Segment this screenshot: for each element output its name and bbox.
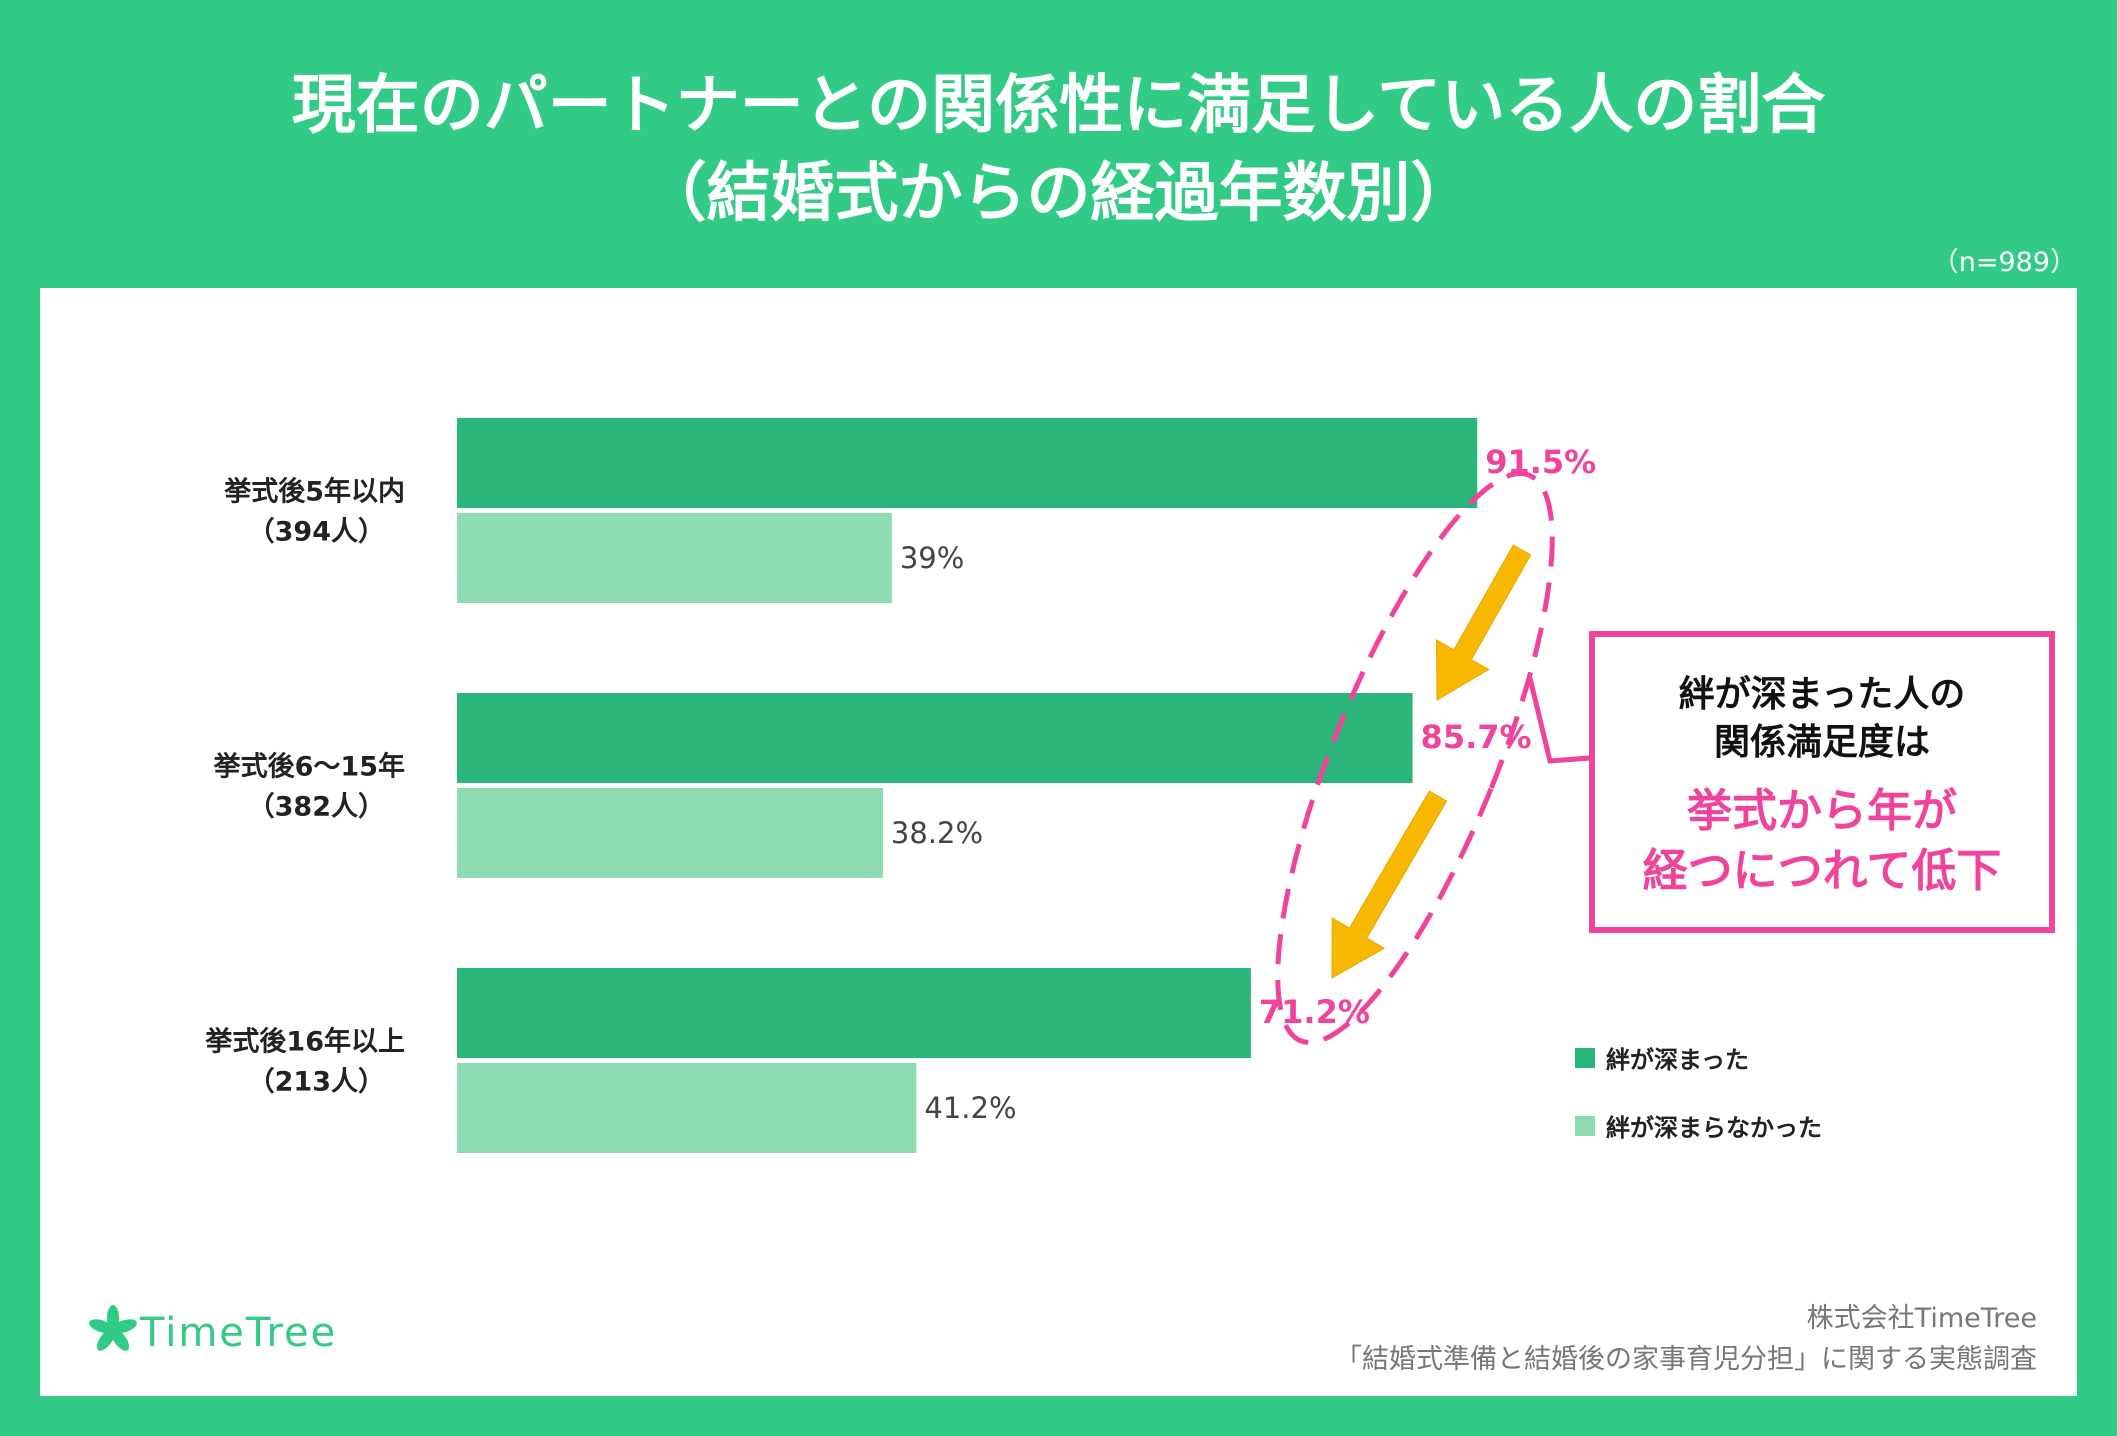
company-name: 株式会社TimeTree xyxy=(1807,1303,2037,1334)
trend-arrow-icon xyxy=(1331,790,1448,979)
data-label: 39% xyxy=(900,541,964,575)
category-count: （382人） xyxy=(248,792,385,823)
bar-not-deepened xyxy=(457,1063,917,1153)
logo-text: TimeTree xyxy=(139,1310,337,1356)
category-count: （394人） xyxy=(248,517,385,548)
callout-box xyxy=(1589,631,2055,933)
chart-title-line1: 現在のパートナーとの関係性に満足している人の割合 xyxy=(291,69,1826,143)
bar-deepened xyxy=(457,693,1413,783)
data-label: 41.2% xyxy=(924,1091,1016,1125)
chart-title: 現在のパートナーとの関係性に満足している人の割合 （結婚式からの経過年数別） xyxy=(0,62,2117,238)
timetree-logo-icon xyxy=(89,1305,137,1351)
chart-title-line2: （結婚式からの経過年数別） xyxy=(642,157,1475,231)
survey-name: 「結婚式準備と結婚後の家事育児分担」に関する実態調査 xyxy=(1335,1344,2037,1375)
callout-text: 関係満足度は xyxy=(1714,722,1930,763)
legend-label: 絆が深まらなかった xyxy=(1606,1114,1822,1142)
callout-text: 絆が深まった人の xyxy=(1679,674,1966,715)
callout-connector xyxy=(1527,677,1591,764)
bar-chart: 挙式後5年以内（394人）91.5%39%挙式後6〜15年（382人）85.7%… xyxy=(89,418,2055,1375)
sample-size-note: （n=989） xyxy=(1931,247,2077,278)
bar-deepened xyxy=(457,968,1251,1058)
chart-panel: 挙式後5年以内 （394人） 91.5% 39% 挙式後6〜15年 （382人） 85.7%… xyxy=(40,288,2077,1396)
category-count: （213人） xyxy=(248,1067,385,1098)
bar-deepened xyxy=(457,418,1478,508)
bar-not-deepened xyxy=(457,788,883,878)
category-label: 挙式後16年以上 xyxy=(204,1026,405,1058)
callout-highlight-text: 挙式から年が xyxy=(1687,784,1957,837)
trend-arrow-icon xyxy=(1435,544,1532,701)
legend-swatch xyxy=(1575,1116,1595,1136)
bar-not-deepened xyxy=(457,513,892,603)
legend-label: 絆が深まった xyxy=(1606,1046,1749,1074)
data-label: 91.5% xyxy=(1485,443,1596,481)
category-label: 挙式後5年以内 xyxy=(223,476,405,508)
legend-swatch xyxy=(1575,1048,1595,1068)
callout-highlight-text: 経つにつれて低下 xyxy=(1643,844,2002,897)
data-label: 38.2% xyxy=(891,816,983,850)
data-label: 71.2% xyxy=(1259,993,1370,1031)
category-label: 挙式後6〜15年 xyxy=(213,751,405,783)
